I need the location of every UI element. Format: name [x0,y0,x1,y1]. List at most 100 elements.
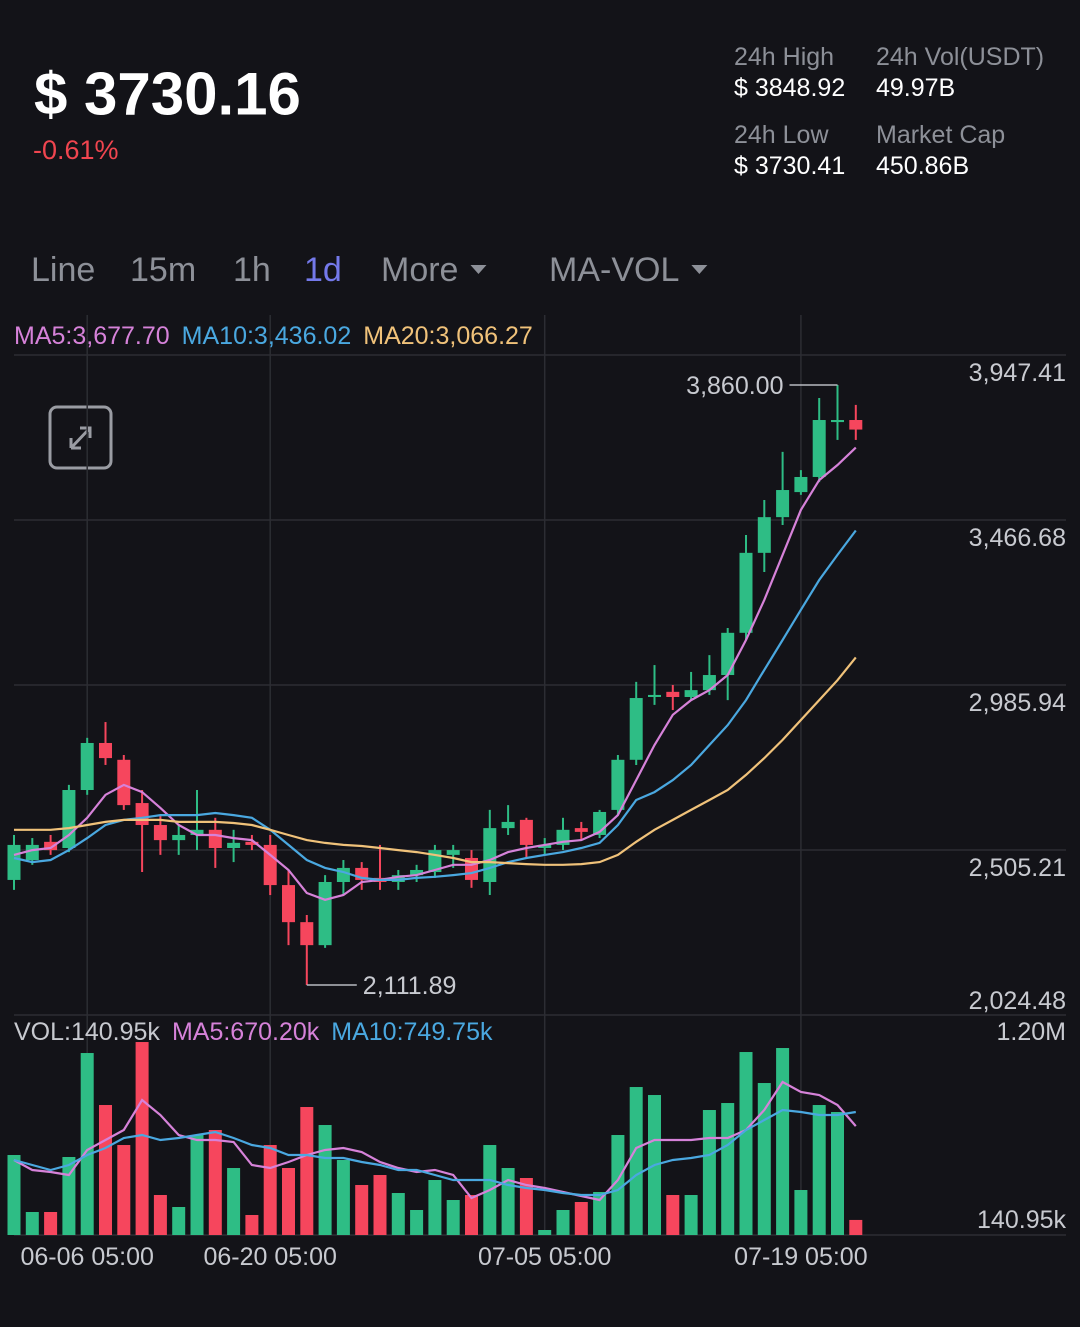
tab-label: Line [31,251,95,289]
volume-bar [172,1207,186,1235]
stat-value: 450.86B [876,152,969,180]
expand-frame [48,405,113,470]
volume-bar [117,1145,131,1235]
legend-entry: MA10:3,436.02 [182,322,352,350]
volume-bar [135,1042,149,1235]
candle-body [776,490,790,518]
volume-bar [684,1195,698,1235]
volume-bar [519,1178,533,1235]
volume-bar [721,1103,735,1235]
y-tick-label: 3,466.68 [969,524,1066,552]
candle-body [190,829,204,835]
candle-body [501,821,515,829]
volume-bar [849,1219,863,1235]
expand-button[interactable] [48,405,113,470]
volume-bar [465,1195,478,1235]
volume-bar [428,1180,442,1235]
dropdown-caret [470,265,487,274]
candle-body [446,850,460,855]
y-tick-label: 2,505.21 [969,854,1066,882]
candle-body [227,842,241,849]
volume-bar [336,1160,350,1235]
candle-body [135,803,149,826]
volume-bar [702,1110,716,1235]
volume-bar [556,1210,570,1235]
volume-bar [611,1135,625,1235]
candle-body [684,690,698,697]
candle-body [702,675,716,691]
volume-bar [282,1168,295,1235]
candle-body [44,841,58,851]
candle-body [25,844,39,861]
candle-body [7,844,21,880]
stat-label: 24h Low [734,121,829,149]
tab[interactable]: More [381,251,487,289]
volume-ma-line [13,1080,857,1202]
volume-bar [153,1195,167,1235]
candle-body [391,875,405,882]
tab[interactable]: MA-VOL [549,251,708,289]
y-tick-label: 3,947.41 [969,359,1066,387]
candle-body [519,819,533,845]
candle-body [117,759,131,806]
tab[interactable]: 15m [130,251,196,289]
last-price: $ 3730.16 [34,61,301,128]
ma-line [13,529,857,881]
candle-body [62,790,76,849]
price-change: -0.61% [33,135,119,165]
volume-bar [318,1125,332,1235]
volume-bar [391,1193,405,1235]
volume-bar [208,1130,222,1235]
volume-tick-label: 140.95k [977,1206,1066,1234]
volume-bar [794,1190,808,1235]
tab-label: 1h [233,251,271,289]
volume-bar [245,1215,259,1235]
ma-line [14,656,857,866]
x-tick-label: 07-05 05:00 [478,1243,611,1271]
x-tick-label: 06-06 05:00 [20,1243,153,1271]
candle-body [812,420,826,477]
legend-entry: MA20:3,066.27 [363,322,533,350]
volume-bar [776,1048,790,1235]
candle-body [245,841,259,845]
x-tick-label: 07-19 05:00 [734,1243,867,1271]
tab[interactable]: 1h [233,251,271,289]
candle-body [648,694,661,697]
volume-bar [190,1135,204,1235]
volume-bar [7,1155,21,1235]
y-tick-label: 2,024.48 [969,987,1066,1015]
extreme-label: 2,111.89 [363,972,457,1000]
candle-body [318,881,332,946]
candle-body [153,825,167,841]
volume-bar [62,1157,76,1235]
stat-value: $ 3848.92 [734,74,845,102]
volume-bar [446,1200,460,1235]
volume-bar [25,1212,39,1235]
volume-bar [263,1145,277,1235]
tab-label: 1d [304,251,342,289]
volume-bar [757,1083,771,1235]
candle-body [282,885,295,923]
tab[interactable]: 1d [304,251,342,289]
candle-body [300,922,314,946]
stat-label: Market Cap [876,121,1005,149]
volume-bar [227,1168,241,1235]
candle-body [849,420,863,430]
dropdown-caret [691,265,708,274]
ma-line [13,446,857,901]
volume-bar [831,1112,844,1235]
volume-tick-label: 1.20M [997,1018,1066,1046]
volume-bar [501,1168,515,1235]
y-tick-label: 2,985.94 [969,689,1066,717]
legend-entry: MA5:670.20k [172,1018,320,1046]
candle-body [80,742,94,791]
tab-label: More [381,251,458,289]
tab[interactable]: Line [31,251,95,289]
stat-label: 24h Vol(USDT) [876,43,1044,71]
candle-body [208,829,222,849]
extreme-label: 3,860.00 [686,372,783,400]
volume-bar [666,1195,680,1235]
